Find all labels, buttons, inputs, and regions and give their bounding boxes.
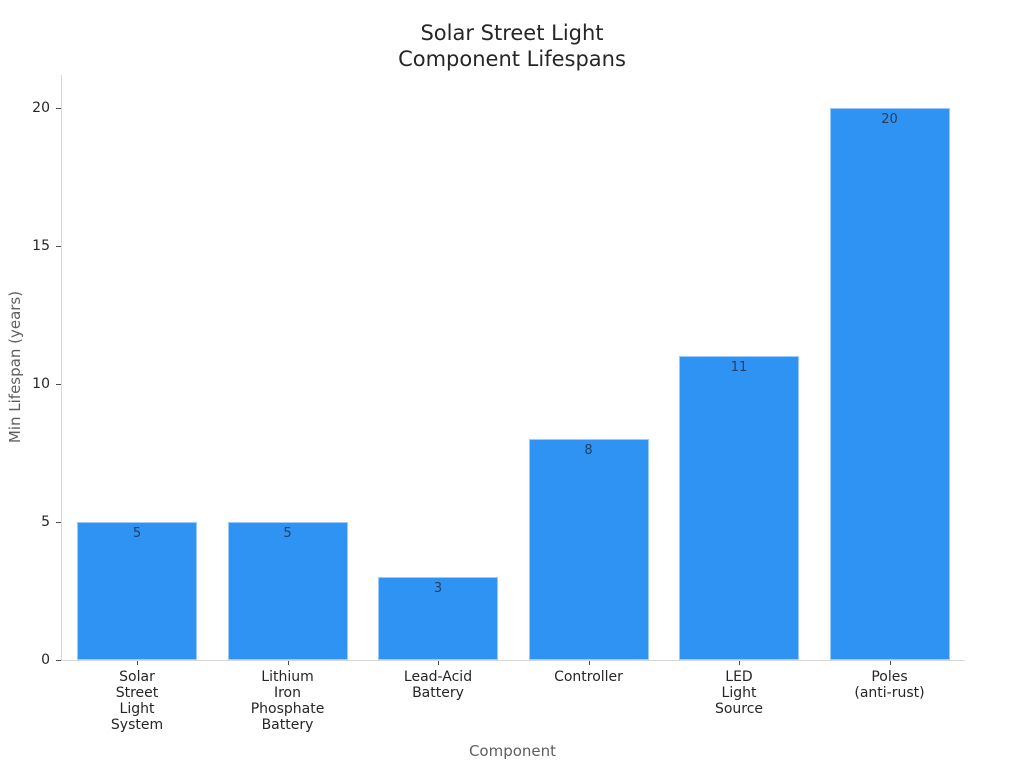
x-tick-mark: [287, 661, 289, 665]
x-tick-label: Solar Street Light System: [110, 669, 164, 733]
x-tick-mark: [739, 661, 740, 665]
y-axis-title: Min Lifespan (years): [6, 290, 24, 444]
bar: 3: [378, 577, 498, 660]
y-tick-mark: [56, 659, 61, 661]
bar-value-label: 5: [132, 526, 142, 542]
x-tick-label: Lithium Iron Phosphate Battery: [250, 669, 325, 733]
plot-area: 5 Solar Street Light System 5 Lithium Iron …: [32, 75, 965, 733]
y-tick-label: 5: [41, 514, 50, 531]
y-tick-mark: [56, 245, 61, 247]
y-tick-label: 20: [32, 100, 50, 117]
bar: 5: [77, 522, 197, 660]
chart-title: Solar Street Light Component Lifespans: [398, 21, 626, 71]
x-tick-mark: [438, 661, 439, 665]
y-tick-label: 0: [41, 652, 50, 668]
bar-value-label: 5: [283, 526, 292, 542]
x-tick-label: Poles (anti-rust): [854, 669, 925, 701]
bar-value-label: 8: [584, 443, 593, 459]
y-tick-mark: [56, 107, 61, 109]
bar-value-label: 11: [730, 360, 748, 376]
x-tick-mark: [889, 661, 891, 665]
y-tick-mark: [56, 383, 61, 385]
y-tick-mark: [56, 521, 61, 523]
bar: 11: [679, 356, 799, 660]
y-tick-label: 15: [32, 238, 50, 255]
bar: 8: [528, 439, 649, 660]
x-tick-label: Controller: [554, 669, 623, 685]
x-tick-mark: [137, 661, 138, 665]
bar: 5: [227, 522, 348, 660]
bar-value-label: 3: [433, 581, 443, 597]
bar-value-label: 20: [881, 112, 898, 128]
y-tick-label: 10: [32, 376, 50, 393]
x-tick-label: Lead-Acid Battery: [403, 669, 473, 701]
bar: 20: [829, 108, 950, 660]
x-tick-label: LED Light Source: [714, 669, 764, 717]
x-tick-mark: [588, 661, 590, 665]
x-axis-title: Component: [468, 742, 557, 760]
